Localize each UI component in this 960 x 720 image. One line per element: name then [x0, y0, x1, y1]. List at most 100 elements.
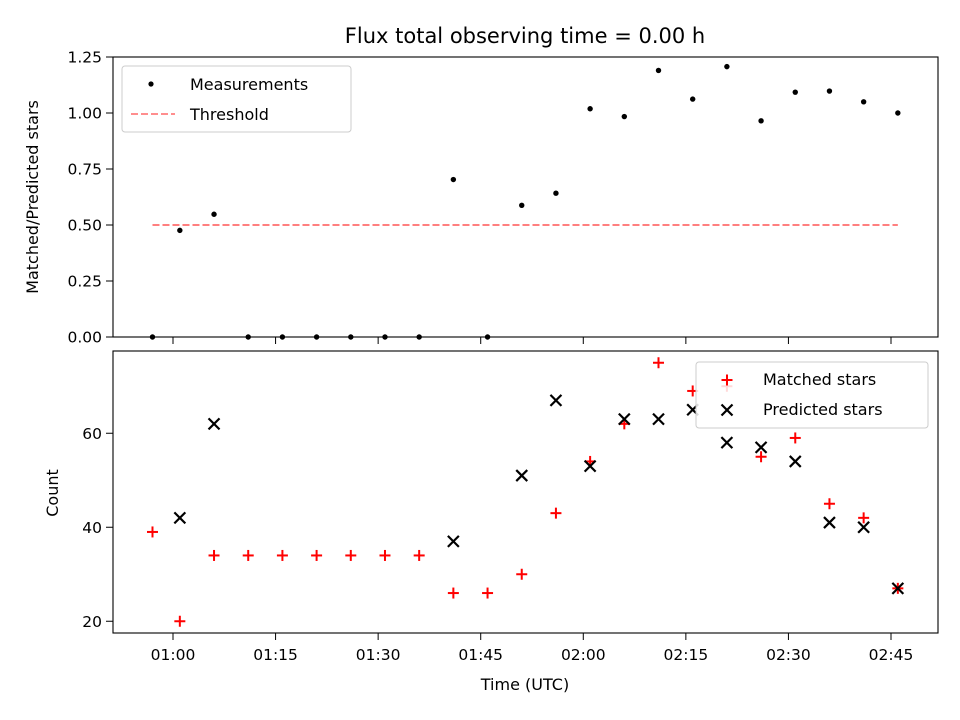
- measurement-point: [450, 176, 457, 183]
- predicted-star-point: [823, 516, 836, 529]
- predicted-star-point: [788, 455, 802, 468]
- bottom-legend-box: [695, 361, 929, 429]
- bottom-x-tick-label: 02:00: [561, 646, 606, 664]
- top-panel: 0.00 0.25 0.50 0.75 1.00 1.25 Matched/Predict…: [23, 49, 939, 347]
- matched-star-point: [146, 526, 158, 538]
- measurement-point: [724, 63, 730, 70]
- legend-matched-marker: [721, 374, 733, 386]
- matched-star-point: [823, 498, 835, 510]
- legend-predicted-marker: [720, 403, 734, 417]
- matched-star-point: [379, 549, 391, 561]
- legend-measurements-marker: [148, 81, 154, 87]
- measurement-point: [519, 202, 525, 208]
- predicted-star-point: [549, 394, 563, 407]
- predicted-star-point-b: [720, 436, 734, 449]
- predicted-star-point: [652, 412, 665, 426]
- x-axis-label: Time (UTC): [480, 675, 569, 694]
- bottom-x-tick-label: 01:30: [356, 646, 401, 664]
- figure-title: Flux total observing time = 0.00 h: [345, 24, 705, 48]
- predicted-star-point: [891, 582, 905, 595]
- predicted-star-point: [720, 436, 734, 449]
- bottom-x-ticks: 01:00 01:15 01:30 01:45 02:00 02:15 02:30 02:45: [151, 633, 914, 664]
- matched-star-point: [482, 587, 494, 599]
- legend-cross: [720, 403, 734, 417]
- top-y-tick-label: 0.50: [67, 217, 102, 235]
- top-y-tick-label: 0.25: [67, 273, 102, 291]
- matched-star-point: [653, 357, 665, 369]
- bottom-x-tick-label: 02:30: [766, 646, 811, 664]
- bottom-y-tick-label: 20: [82, 613, 102, 631]
- measurement-point: [895, 110, 901, 116]
- legend-measurements-label: Measurements: [190, 75, 308, 94]
- matched-star-point: [208, 549, 220, 561]
- predicted-star-point-b: [515, 469, 529, 482]
- predicted-star-point-b: [754, 441, 768, 454]
- predicted-star-point-b: [173, 511, 187, 525]
- bottom-panel: 20 40 60 01:00 01:15 01:30 01:45 02:00 02:15 02:…: [43, 350, 939, 694]
- predicted-star-point: [583, 459, 597, 473]
- measurement-point: [655, 67, 662, 74]
- matched-star-point: [311, 549, 323, 561]
- top-y-tick-label: 1.25: [67, 49, 102, 67]
- matched-star-point: [858, 512, 870, 524]
- legend-predicted-label: Predicted stars: [763, 400, 883, 419]
- predicted-star-point-b: [618, 412, 631, 426]
- predicted-star-point-b: [857, 520, 870, 534]
- legend-plus: [721, 374, 733, 386]
- predicted-star-point: [207, 417, 221, 431]
- matched-star-point: [413, 549, 425, 561]
- predicted-star-point-b: [788, 455, 802, 468]
- bottom-legend: Matched stars Predicted stars: [695, 361, 929, 429]
- predicted-star-point-b: [823, 516, 836, 529]
- measurement-point: [792, 89, 798, 95]
- bottom-axes-frame: [112, 350, 939, 634]
- matched-star-point: [242, 549, 254, 561]
- bottom-y-axis-label: Count: [43, 469, 62, 517]
- measurement-point: [177, 227, 183, 234]
- predicted-star-point-b: [447, 535, 460, 548]
- measurement-point: [860, 99, 867, 105]
- measurement-point: [211, 211, 217, 217]
- predicted-star-point: [857, 520, 870, 534]
- legend-cross-b: [720, 403, 734, 417]
- bottom-x-tick-label: 01:15: [253, 646, 298, 664]
- legend-matched-label: Matched stars: [763, 370, 876, 389]
- measurement-point: [587, 106, 593, 112]
- top-x-ticks: [172, 337, 892, 344]
- predicted-star-point-b: [891, 582, 905, 595]
- bottom-y-ticks: 20 40 60: [82, 425, 113, 631]
- matched-star-point: [789, 432, 801, 444]
- predicted-star-point-b: [549, 394, 563, 407]
- bottom-y-tick-label: 40: [82, 519, 102, 537]
- top-y-tick-label: 0.00: [67, 329, 102, 347]
- top-legend: Measurements Threshold: [121, 65, 352, 133]
- bottom-x-tick-label: 01:45: [458, 646, 503, 664]
- top-y-axis-label: Matched/Predicted stars: [23, 100, 42, 294]
- bottom-x-tick-label: 01:00: [151, 646, 196, 664]
- measurement-point: [689, 96, 696, 102]
- top-legend-box: [121, 65, 352, 133]
- bottom-x-tick-label: 02:45: [869, 646, 914, 664]
- predicted-star-point-b: [652, 412, 665, 426]
- measurement-point: [758, 118, 764, 124]
- predicted-star-point-b: [583, 459, 597, 473]
- legend-threshold-label: Threshold: [189, 105, 269, 124]
- matched-star-point: [550, 507, 562, 519]
- predicted-star-point: [173, 511, 187, 525]
- matched-star-point: [345, 549, 357, 561]
- measurement-point: [826, 88, 833, 94]
- measurement-point: [621, 113, 628, 120]
- top-y-ticks: 0.00 0.25 0.50 0.75 1.00 1.25: [67, 49, 113, 347]
- top-y-tick-label: 0.75: [67, 161, 102, 179]
- matched-star-point: [755, 451, 767, 463]
- matched-star-point: [276, 549, 288, 561]
- matched-star-point: [516, 568, 528, 580]
- bottom-x-tick-label: 02:15: [664, 646, 709, 664]
- predicted-star-point: [754, 441, 768, 454]
- predicted-star-point: [447, 535, 460, 548]
- measurement-point: [553, 190, 559, 196]
- top-y-tick-label: 1.00: [67, 105, 102, 123]
- predicted-star-point: [515, 469, 529, 482]
- matched-star-point: [174, 615, 186, 627]
